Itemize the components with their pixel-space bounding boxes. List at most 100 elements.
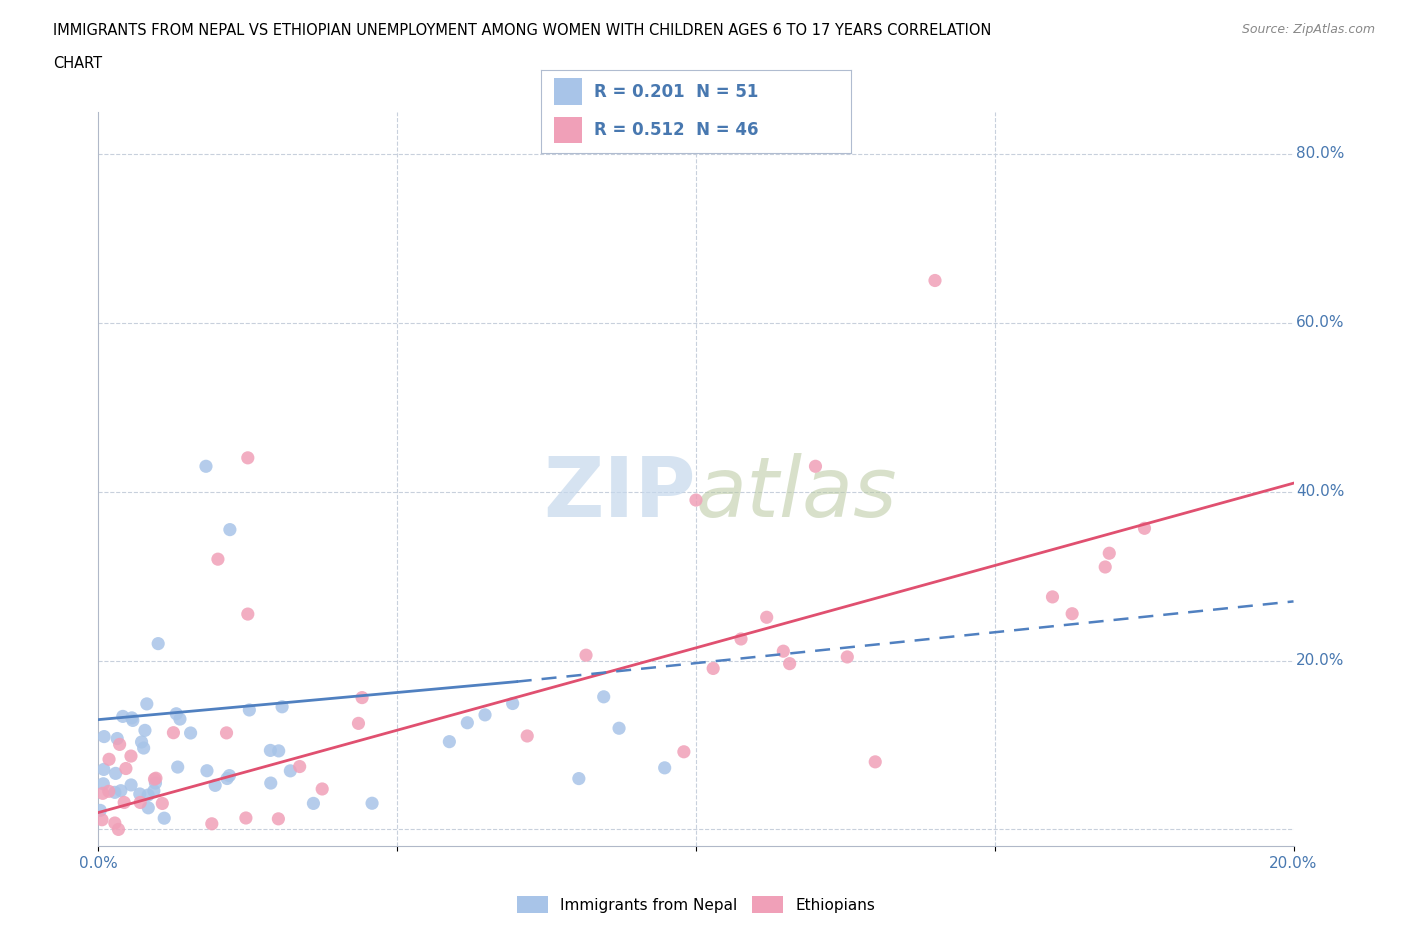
Point <box>302 796 325 811</box>
Point <box>166 760 188 775</box>
Point <box>194 458 218 473</box>
Point <box>837 649 859 664</box>
Point <box>201 817 224 831</box>
Point <box>93 762 115 777</box>
Text: 80.0%: 80.0% <box>1296 146 1344 161</box>
Point <box>1133 521 1156 536</box>
Point <box>236 606 259 621</box>
Point <box>143 772 166 787</box>
Point <box>129 795 152 810</box>
Point <box>474 708 496 723</box>
Point <box>1094 560 1116 575</box>
Text: R = 0.201  N = 51: R = 0.201 N = 51 <box>593 83 758 100</box>
Point <box>134 723 156 737</box>
Point <box>260 776 283 790</box>
Point <box>136 788 159 803</box>
Point <box>91 786 114 801</box>
Point <box>107 822 129 837</box>
Point <box>1098 546 1121 561</box>
Point <box>516 728 538 743</box>
Point <box>120 777 142 792</box>
Point <box>259 743 281 758</box>
Point <box>121 713 143 728</box>
Point <box>104 766 127 781</box>
Point <box>267 743 290 758</box>
Point <box>702 661 724 676</box>
Point <box>150 796 173 811</box>
Point <box>165 706 187 721</box>
Point <box>347 716 370 731</box>
Text: atlas: atlas <box>696 453 897 534</box>
Point <box>236 450 259 465</box>
Point <box>804 458 827 473</box>
FancyBboxPatch shape <box>554 78 582 105</box>
Point <box>89 803 111 817</box>
Point <box>352 690 374 705</box>
Point <box>1062 606 1084 621</box>
Point <box>132 740 155 755</box>
Point <box>502 696 524 711</box>
Point <box>93 729 115 744</box>
Point <box>136 801 159 816</box>
Text: 40.0%: 40.0% <box>1296 485 1344 499</box>
Point <box>115 761 138 776</box>
Point <box>1042 590 1064 604</box>
Point <box>162 725 184 740</box>
Point <box>607 721 630 736</box>
Point <box>121 711 143 725</box>
Text: IMMIGRANTS FROM NEPAL VS ETHIOPIAN UNEMPLOYMENT AMONG WOMEN WITH CHILDREN AGES 6: IMMIGRANTS FROM NEPAL VS ETHIOPIAN UNEMP… <box>53 23 991 38</box>
Point <box>153 811 176 826</box>
Point <box>215 725 238 740</box>
Point <box>730 631 752 646</box>
Point <box>217 771 239 786</box>
Point <box>111 709 134 724</box>
Point <box>180 725 202 740</box>
Point <box>104 785 127 800</box>
Point <box>207 551 229 566</box>
Point <box>195 764 218 778</box>
Text: 20.0%: 20.0% <box>1296 653 1344 668</box>
Point <box>218 768 240 783</box>
Point <box>219 522 242 537</box>
Text: 60.0%: 60.0% <box>1296 315 1344 330</box>
Text: CHART: CHART <box>53 56 103 71</box>
Point <box>685 493 707 508</box>
Point <box>142 783 165 798</box>
Point <box>148 636 170 651</box>
Point <box>924 273 946 288</box>
Point <box>779 657 801 671</box>
Point <box>91 812 114 827</box>
Point <box>654 761 676 776</box>
Point <box>361 796 384 811</box>
Point <box>128 787 150 802</box>
Text: Source: ZipAtlas.com: Source: ZipAtlas.com <box>1241 23 1375 36</box>
Point <box>169 711 191 726</box>
Point <box>235 811 257 826</box>
Point <box>98 751 121 766</box>
Point <box>672 744 695 759</box>
Point <box>267 811 290 826</box>
Point <box>271 699 294 714</box>
Point <box>311 781 333 796</box>
FancyBboxPatch shape <box>554 116 582 143</box>
Point <box>145 776 167 790</box>
Point <box>755 610 778 625</box>
Point <box>238 702 260 717</box>
Point <box>131 735 153 750</box>
Point <box>135 697 157 711</box>
Point <box>145 771 167 786</box>
Point <box>575 648 598 663</box>
Point <box>105 731 128 746</box>
Point <box>120 749 142 764</box>
Point <box>592 689 614 704</box>
Point <box>112 795 135 810</box>
Legend: Immigrants from Nepal, Ethiopians: Immigrants from Nepal, Ethiopians <box>510 890 882 920</box>
Point <box>108 737 131 751</box>
Point <box>439 734 461 749</box>
Point <box>772 644 794 658</box>
Point <box>568 771 591 786</box>
Point <box>204 777 226 792</box>
Point <box>288 759 311 774</box>
Point <box>97 784 120 799</box>
Text: ZIP: ZIP <box>544 453 696 534</box>
